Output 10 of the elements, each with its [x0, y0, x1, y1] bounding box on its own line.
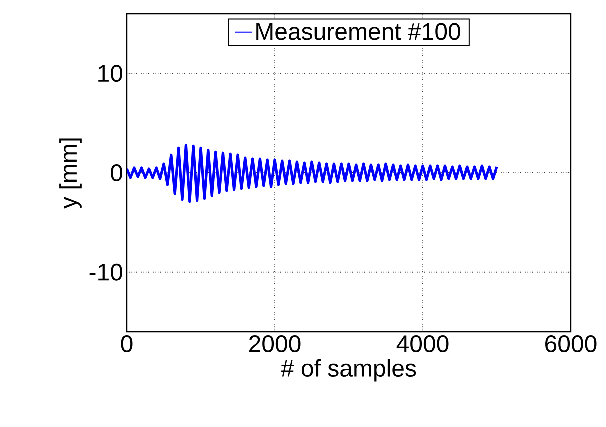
y-tick-label: 0 [111, 164, 123, 182]
x-tick-label: 6000 [546, 336, 597, 353]
y-tick-label: -10 [90, 264, 123, 281]
y-tick-label: 10 [98, 65, 123, 82]
legend-label: Measurement #100 [256, 23, 460, 40]
x-axis-title: # of samples [281, 359, 416, 382]
x-tick-label: 2000 [250, 336, 301, 353]
y-axis-title: y [mm] [60, 138, 82, 209]
line-series [127, 144, 498, 204]
x-tick-label: 4000 [396, 336, 449, 353]
